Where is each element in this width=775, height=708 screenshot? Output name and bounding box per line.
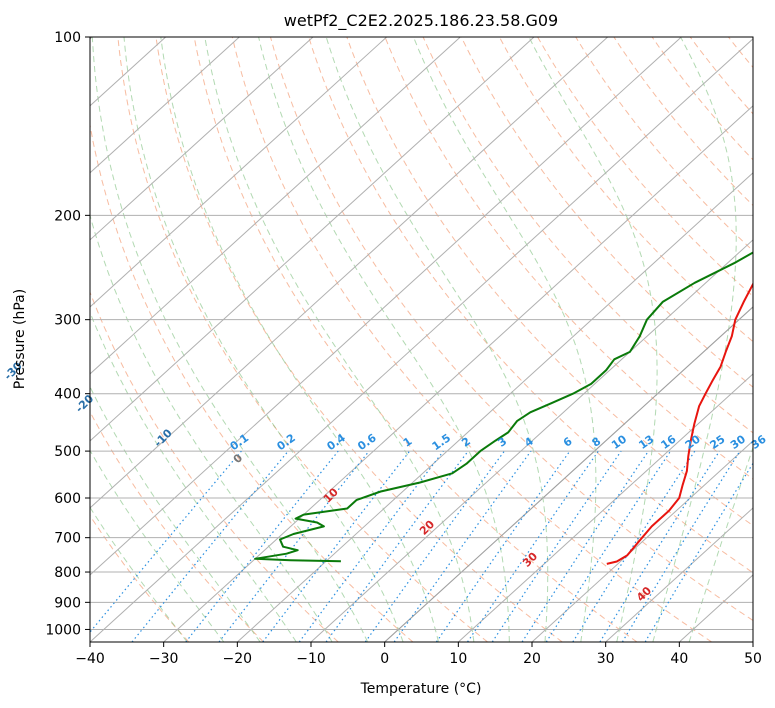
x-tick-label: 50 bbox=[744, 651, 762, 667]
chart-title: wetPf2_C2E2.2025.186.23.58.G09 bbox=[284, 11, 558, 31]
moist-adiabat bbox=[652, 37, 737, 642]
mixing-ratio-line bbox=[393, 450, 532, 642]
x-tick-label: 0 bbox=[380, 651, 389, 667]
mixing-ratio-line bbox=[435, 450, 571, 642]
y-tick-label: 400 bbox=[54, 387, 81, 403]
dry-adiabat bbox=[346, 37, 753, 527]
isotherm bbox=[90, 37, 461, 375]
dry-adiabat bbox=[308, 37, 753, 574]
dry-adiabat bbox=[155, 37, 563, 642]
isotherm bbox=[605, 507, 753, 642]
mixing-ratio-line bbox=[467, 450, 599, 642]
moist-adiabat bbox=[325, 37, 549, 642]
x-tick-label: −40 bbox=[75, 651, 105, 667]
isotherm bbox=[90, 37, 535, 442]
mixing-ratio-line bbox=[545, 450, 671, 642]
dry-adiabat bbox=[193, 37, 638, 642]
y-tick-label: 900 bbox=[54, 595, 81, 611]
moist-adiabat bbox=[90, 449, 225, 642]
mixing-ratio-line bbox=[599, 450, 721, 642]
dewpoint-line bbox=[254, 251, 753, 563]
mixing-ratio-line bbox=[185, 450, 339, 642]
zero-isotherm bbox=[384, 306, 753, 642]
moist-adiabat bbox=[90, 310, 297, 642]
dry-adiabat bbox=[270, 37, 753, 622]
mixing-ratio-line bbox=[621, 450, 741, 642]
moist-adiabat bbox=[528, 37, 658, 642]
sounding-lines bbox=[254, 251, 753, 565]
y-axis-label: Pressure (hPa) bbox=[12, 289, 28, 389]
y-tick-label: 100 bbox=[54, 30, 81, 46]
dry-adiabat bbox=[90, 514, 190, 642]
x-tick-label: 40 bbox=[670, 651, 688, 667]
moist-adiabat bbox=[688, 445, 753, 642]
dry-adiabat bbox=[767, 37, 775, 642]
isotherm bbox=[90, 37, 682, 576]
isotherm bbox=[90, 37, 240, 174]
isotherm bbox=[90, 37, 609, 509]
x-axis: −40 −30 −20 −10 0 10 20 30 40 50 bbox=[75, 642, 762, 667]
y-tick-label: 500 bbox=[54, 444, 81, 460]
y-tick-label: 200 bbox=[54, 208, 81, 224]
dry-adiabat bbox=[90, 290, 339, 642]
isotherm bbox=[90, 37, 314, 241]
x-tick-label: 20 bbox=[523, 651, 541, 667]
dry-adiabat bbox=[117, 37, 488, 642]
background-lines bbox=[90, 37, 775, 642]
dry-adiabat bbox=[90, 410, 264, 642]
isotherm bbox=[163, 105, 753, 642]
x-axis-label: Temperature (°C) bbox=[360, 681, 482, 697]
x-tick-label: 30 bbox=[597, 651, 615, 667]
moist-adiabat bbox=[91, 37, 369, 642]
y-axis: 100 200 300 400 500 600 700 800 900 1000 bbox=[45, 30, 90, 638]
moist-adiabat bbox=[160, 37, 439, 642]
temperature-line bbox=[606, 281, 753, 565]
y-tick-label: 300 bbox=[54, 313, 81, 329]
x-tick-label: −30 bbox=[149, 651, 179, 667]
moist-adiabat bbox=[413, 37, 597, 642]
moist-adiabat bbox=[90, 213, 333, 642]
isotherm bbox=[752, 641, 753, 642]
mixing-ratio-line bbox=[644, 462, 753, 642]
isotherm bbox=[457, 373, 753, 642]
y-tick-label: 800 bbox=[54, 565, 81, 581]
isotherm bbox=[90, 38, 753, 642]
mixing-ratio-line bbox=[218, 450, 370, 642]
dry-adiabat bbox=[90, 122, 414, 642]
isotherm bbox=[531, 440, 753, 642]
y-tick-label: 1000 bbox=[45, 622, 81, 638]
plot-frame bbox=[89, 36, 754, 643]
mixing-ratio-line bbox=[131, 450, 289, 642]
isotherm bbox=[236, 172, 753, 642]
isotherm bbox=[310, 239, 753, 642]
moist-adiabat bbox=[123, 37, 404, 642]
mixing-ratio-line bbox=[298, 450, 444, 642]
moist-adiabat bbox=[90, 506, 188, 642]
moist-adiabat bbox=[90, 385, 261, 642]
isotherm bbox=[90, 37, 388, 308]
moist-adiabat bbox=[204, 37, 475, 642]
x-tick-label: −20 bbox=[223, 651, 253, 667]
x-tick-label: 10 bbox=[449, 651, 467, 667]
mixing-ratio-line bbox=[262, 450, 411, 642]
y-tick-label: 700 bbox=[54, 531, 81, 547]
mixing-ratio-line bbox=[572, 450, 696, 642]
mixing-ratio-line bbox=[491, 450, 622, 642]
x-tick-label: −10 bbox=[296, 651, 326, 667]
moist-adiabat bbox=[258, 37, 510, 642]
y-tick-label: 600 bbox=[54, 491, 81, 507]
mixing-ratio-line bbox=[521, 450, 649, 642]
